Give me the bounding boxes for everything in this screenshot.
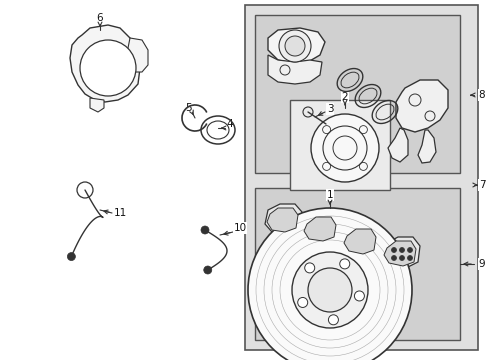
Circle shape	[399, 256, 404, 261]
Circle shape	[310, 114, 378, 182]
Polygon shape	[382, 237, 419, 268]
Polygon shape	[342, 225, 379, 256]
Circle shape	[80, 40, 136, 96]
Text: 7: 7	[478, 180, 484, 190]
Text: 5: 5	[184, 103, 191, 113]
Circle shape	[391, 256, 396, 261]
Polygon shape	[304, 217, 335, 241]
Polygon shape	[395, 80, 447, 132]
Circle shape	[339, 259, 349, 269]
Polygon shape	[266, 208, 297, 232]
Text: 8: 8	[478, 90, 484, 100]
Circle shape	[297, 297, 307, 307]
Circle shape	[279, 30, 310, 62]
Circle shape	[328, 315, 338, 325]
Polygon shape	[70, 25, 140, 102]
Text: 11: 11	[113, 208, 126, 218]
Text: 6: 6	[97, 13, 103, 23]
Circle shape	[391, 248, 396, 252]
Circle shape	[203, 266, 211, 274]
Polygon shape	[383, 241, 415, 266]
Text: 4: 4	[226, 119, 233, 129]
Circle shape	[407, 248, 412, 252]
Bar	[289, 100, 389, 190]
Circle shape	[354, 291, 364, 301]
Bar	[254, 188, 459, 340]
Circle shape	[201, 226, 208, 234]
Circle shape	[304, 263, 314, 273]
Polygon shape	[128, 38, 148, 72]
Text: 3: 3	[326, 104, 333, 114]
Polygon shape	[343, 229, 375, 254]
Polygon shape	[267, 55, 321, 84]
Circle shape	[307, 268, 351, 312]
Text: 10: 10	[233, 223, 246, 233]
Circle shape	[247, 208, 411, 360]
Circle shape	[285, 36, 305, 56]
Polygon shape	[303, 213, 339, 243]
Bar	[254, 15, 459, 173]
Polygon shape	[417, 130, 435, 163]
Polygon shape	[90, 98, 104, 112]
Circle shape	[291, 252, 367, 328]
Circle shape	[67, 253, 75, 261]
Polygon shape	[387, 128, 407, 162]
Polygon shape	[264, 204, 302, 234]
Text: 1: 1	[326, 190, 333, 200]
Text: 2: 2	[341, 92, 347, 102]
Polygon shape	[267, 28, 325, 64]
Circle shape	[407, 256, 412, 261]
Bar	[244, 5, 477, 350]
Text: 9: 9	[478, 259, 484, 269]
Circle shape	[399, 248, 404, 252]
